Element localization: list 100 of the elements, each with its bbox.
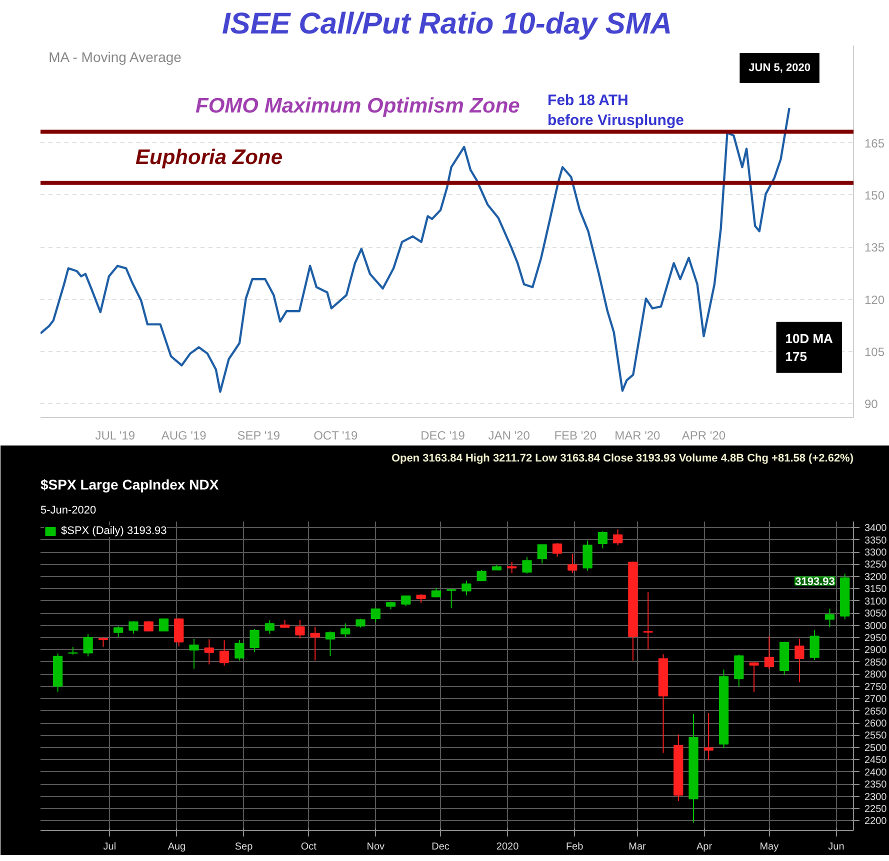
candlestick: [158, 618, 169, 632]
candlestick: [264, 620, 275, 634]
y-tick-label: 2250: [864, 804, 888, 816]
y-tick-label: 135: [864, 240, 885, 255]
chart-title: $SPX Large CapIndex NDX: [40, 476, 220, 492]
y-tick-label: 2900: [864, 645, 888, 656]
x-tick-label: Oct: [300, 842, 317, 852]
candlestick: [582, 540, 592, 572]
candlestick: [462, 580, 472, 596]
legend-label: $SPX (Daily) 3193.93: [61, 525, 167, 537]
x-tick-label: FEB '20: [554, 428, 597, 442]
chart-subtitle: 5-Jun-2020: [40, 504, 96, 516]
y-tick-label: 3100: [864, 596, 888, 608]
candlestick: [325, 630, 336, 657]
candlestick: [431, 587, 442, 598]
x-tick-label: SEP '19: [237, 428, 280, 442]
candlestick: [507, 562, 517, 574]
y-tick-label: 90: [864, 397, 878, 412]
candlestick: [114, 626, 124, 638]
candlestick: [340, 622, 350, 638]
x-tick-label: Aug: [168, 842, 186, 852]
x-tick-label: Feb: [566, 842, 584, 852]
candlestick: [794, 638, 804, 683]
annotation: MA - Moving Average: [48, 49, 182, 66]
candlestick: [234, 639, 244, 661]
candlestick: [612, 528, 623, 546]
y-tick-label: 3000: [864, 620, 888, 632]
x-tick-label: OCT '19: [314, 428, 358, 442]
y-tick-label: 3150: [864, 584, 888, 596]
x-tick-label: JUL '19: [95, 428, 136, 442]
candlestick: [476, 570, 486, 582]
x-tick-label: Mar: [628, 842, 647, 852]
y-tick-label: 2200: [864, 816, 888, 828]
y-tick-label: 2350: [864, 780, 888, 791]
y-tick-label: 3050: [864, 608, 888, 620]
y-tick-label: 2800: [864, 670, 888, 681]
y-tick-label: 2550: [864, 730, 888, 742]
candlestick: [295, 619, 305, 640]
annotation: 3193.93: [795, 576, 835, 588]
x-tick-label: MAR '20: [614, 428, 661, 442]
candlestick: [128, 620, 138, 634]
candlestick: [734, 654, 744, 688]
x-tick-label: APR '20: [682, 428, 726, 442]
y-tick-label: 2400: [864, 767, 888, 778]
x-tick-label: Jul: [103, 842, 116, 852]
chart-title: ISEE Call/Put Ratio 10-day SMA: [222, 8, 672, 40]
y-tick-label: 3300: [864, 548, 888, 559]
candlestick: [370, 608, 380, 623]
y-tick-label: 3350: [864, 535, 888, 546]
y-tick-label: 165: [864, 136, 885, 150]
candlestick: [810, 630, 820, 660]
y-tick-label: 2300: [864, 792, 888, 803]
candlestick: [144, 620, 154, 632]
candlestick: [401, 596, 411, 607]
candlestick: [598, 530, 608, 549]
annotation: Feb 18 ATH before Virusplunge: [548, 92, 684, 130]
y-tick-label: 3200: [864, 572, 888, 583]
y-tick-label: 2650: [864, 706, 888, 718]
candlestick: [522, 556, 532, 574]
annotation: 10D MA 175: [785, 330, 834, 364]
candlestick: [552, 542, 562, 558]
ref-line-label: Euphoria Zone: [136, 146, 283, 169]
x-tick-label: May: [760, 842, 779, 852]
candlestick: [764, 636, 774, 670]
candlestick: [189, 638, 199, 670]
y-tick-label: 105: [864, 344, 885, 359]
candlestick: [704, 712, 714, 761]
y-tick-label: 3400: [864, 523, 888, 534]
candlestick: [568, 553, 578, 574]
candlestick: [643, 592, 653, 650]
y-tick-label: 2750: [864, 682, 888, 693]
y-tick-label: 2600: [864, 718, 888, 730]
candlestick: [83, 634, 93, 657]
y-tick-label: 2700: [864, 694, 888, 706]
annotation: JUN 5, 2020: [748, 62, 810, 74]
candlestick: [204, 638, 214, 665]
x-tick-label: AUG '19: [161, 428, 207, 442]
y-tick-label: 2500: [864, 742, 888, 754]
y-tick-label: 2450: [864, 755, 888, 766]
y-tick-label: 3250: [864, 560, 888, 571]
x-tick-label: DEC '19: [420, 428, 466, 442]
x-tick-label: JAN '20: [488, 428, 530, 442]
candlestick: [749, 662, 759, 692]
candlestick: [174, 618, 184, 647]
x-tick-label: 2020: [496, 842, 520, 852]
x-tick-label: Sep: [234, 842, 254, 852]
candlestick: [250, 628, 260, 652]
ref-line-label: FOMO Maximum Optimism Zone: [196, 94, 520, 118]
candlestick: [446, 588, 456, 609]
y-tick-label: 150: [864, 188, 885, 202]
candlestick: [219, 640, 230, 666]
y-tick-label: 2850: [864, 657, 888, 668]
x-tick-label: Apr: [696, 842, 713, 852]
text: Open 3163.84 High 3211.72 Low 3163.84 Close 3193.93 Volume 4.8B Chg +81.58 (+2.62%): [391, 452, 854, 464]
candlestick: [537, 544, 547, 564]
x-tick-label: Dec: [432, 842, 450, 852]
x-tick-label: Jun: [828, 842, 844, 852]
y-tick-label: 2950: [864, 633, 888, 644]
y-tick-label: 120: [864, 292, 885, 307]
candlestick: [310, 626, 320, 661]
